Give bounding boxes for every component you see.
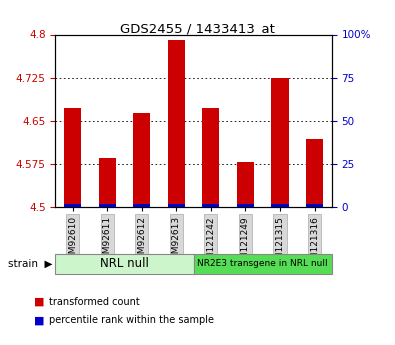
Bar — [64, 204, 81, 207]
Bar — [64, 108, 81, 207]
Bar — [167, 40, 185, 207]
Text: ■: ■ — [34, 315, 45, 325]
Bar — [98, 204, 116, 207]
Bar — [306, 204, 323, 207]
Text: NRL null: NRL null — [100, 257, 149, 270]
Bar — [133, 113, 150, 207]
Bar — [271, 78, 289, 207]
Text: ■: ■ — [34, 297, 45, 307]
Bar — [202, 204, 220, 207]
Bar — [133, 204, 150, 207]
Text: percentile rank within the sample: percentile rank within the sample — [49, 315, 214, 325]
Text: NR2E3 transgene in NRL null: NR2E3 transgene in NRL null — [198, 259, 328, 268]
Bar — [237, 162, 254, 207]
Text: transformed count: transformed count — [49, 297, 140, 307]
Text: strain  ▶: strain ▶ — [8, 259, 53, 269]
Bar — [167, 204, 185, 207]
Bar — [306, 139, 323, 207]
Bar — [237, 204, 254, 207]
Bar — [98, 158, 116, 207]
Bar — [202, 108, 220, 207]
Bar — [271, 204, 289, 207]
Text: GDS2455 / 1433413_at: GDS2455 / 1433413_at — [120, 22, 275, 36]
